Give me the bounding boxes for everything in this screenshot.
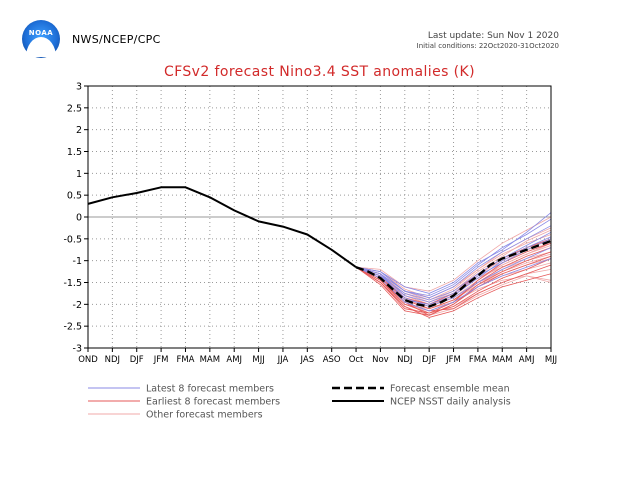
x-tick-label: NDJ	[397, 355, 412, 365]
latest-member-line	[356, 212, 552, 294]
x-tick-label: FMA	[469, 355, 487, 365]
x-tick-label: AMJ	[519, 355, 535, 365]
y-tick-label: 3	[76, 82, 82, 93]
logo-gull-shape	[26, 37, 56, 57]
initial-conditions: Initial conditions: 22Oct2020-31Oct2020	[416, 42, 559, 50]
x-tick-label: ASO	[323, 355, 341, 365]
x-tick-label: MJJ	[545, 355, 557, 365]
earliest-member-line	[355, 258, 552, 314]
x-tick-label: OND	[78, 355, 98, 365]
x-tick-label: AMJ	[226, 355, 242, 365]
y-tick-label: 1.5	[67, 147, 82, 158]
legend-label-earliest: Earliest 8 forecast members	[146, 397, 280, 408]
logo-text: NOAA	[28, 29, 54, 37]
y-tick-label: -2	[73, 300, 82, 311]
y-tick-label: 2.5	[67, 103, 82, 114]
noaa-logo: NOAA	[22, 20, 60, 58]
earliest-member-line	[355, 255, 552, 316]
x-tick-label: FMA	[176, 355, 194, 365]
latest-member-line	[356, 218, 552, 297]
legend-label-other: Other forecast members	[146, 410, 263, 421]
earliest-member-line	[355, 266, 552, 318]
earliest-member-line	[355, 264, 552, 312]
y-tick-label: 0	[76, 213, 82, 224]
y-tick-label: 0.5	[67, 191, 82, 202]
ensemble-mean-line	[355, 239, 552, 308]
chart-title: CFSv2 forecast Nino3.4 SST anomalies (K)	[164, 64, 475, 80]
y-tick-label: 2	[76, 125, 82, 136]
y-tick-label: -3	[73, 344, 82, 355]
x-tick-label: JFM	[445, 355, 461, 365]
x-tick-label: MAM	[492, 355, 512, 365]
latest-member-line	[355, 247, 552, 307]
x-tick-label: MJJ	[252, 355, 264, 365]
y-tick-label: 1	[76, 169, 82, 180]
legend-label-analysis: NCEP NSST daily analysis	[390, 397, 511, 408]
x-tick-label: MAM	[200, 355, 220, 365]
latest-member-line	[355, 238, 552, 303]
legend-label-mean: Forecast ensemble mean	[390, 384, 510, 395]
x-tick-label: DJF	[130, 355, 144, 365]
legend-label-latest: Latest 8 forecast members	[146, 384, 274, 395]
latest-member-line	[355, 231, 552, 301]
x-tick-label: NDJ	[105, 355, 120, 365]
x-tick-label: DJF	[422, 355, 436, 365]
x-tick-label: JJA	[277, 355, 289, 365]
org-label: NWS/NCEP/CPC	[72, 33, 161, 46]
earliest-member-line	[355, 251, 552, 316]
y-tick-label: -2.5	[63, 322, 82, 333]
x-tick-label: JFM	[153, 355, 169, 365]
y-tick-label: -1.5	[63, 278, 82, 289]
latest-member-line	[355, 225, 552, 299]
other-member-line	[356, 216, 552, 292]
x-tick-label: Oct	[349, 355, 364, 365]
analysis-line	[87, 186, 357, 269]
y-tick-label: -0.5	[63, 234, 82, 245]
x-tick-label: Nov	[372, 355, 389, 365]
y-tick-label: -1	[73, 256, 82, 267]
x-tick-label: JAS	[300, 355, 315, 365]
last-update: Last update: Sun Nov 1 2020	[427, 31, 559, 41]
